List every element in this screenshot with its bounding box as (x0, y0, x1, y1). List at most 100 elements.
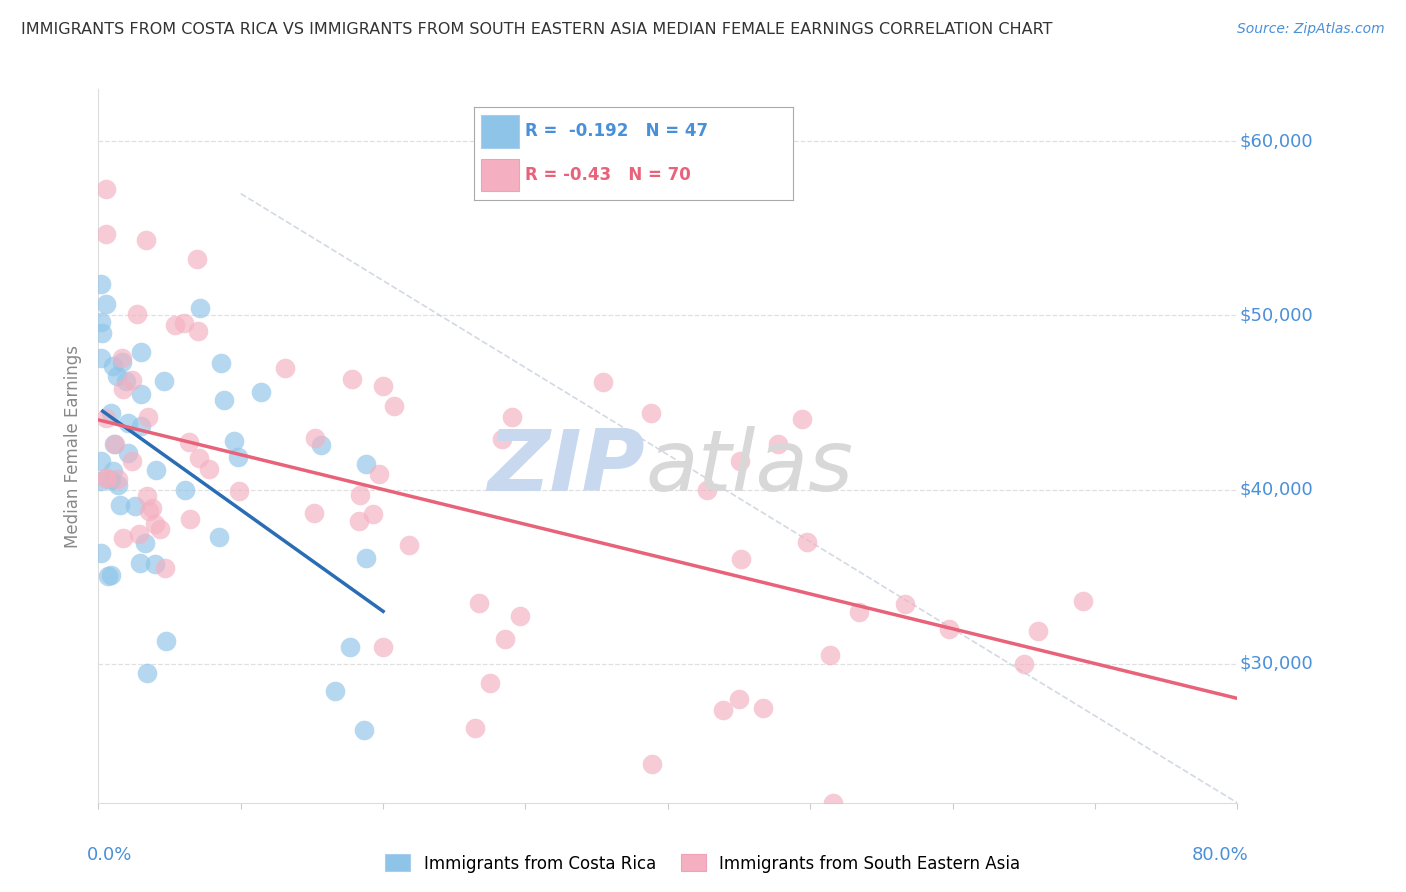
Point (592, 376, 614, 390)
Point (728, 691, 751, 706)
Point (125, 307, 148, 321)
Point (129, 386, 152, 401)
Text: 80.0%: 80.0% (1192, 846, 1249, 863)
Point (121, 373, 143, 387)
Point (728, 454, 751, 468)
Point (208, 530, 231, 544)
Point (100, 473, 122, 487)
Point (224, 434, 246, 449)
Point (141, 501, 163, 516)
Point (129, 556, 152, 570)
Point (138, 409, 160, 424)
Text: 0.0%: 0.0% (87, 846, 132, 863)
Point (752, 701, 775, 715)
Point (90, 475, 112, 489)
Point (155, 561, 177, 575)
Point (209, 356, 232, 370)
Point (371, 379, 394, 393)
Point (131, 345, 153, 359)
Point (467, 596, 489, 610)
Point (103, 437, 125, 451)
Point (105, 369, 128, 384)
Point (155, 634, 177, 648)
Point (464, 721, 486, 735)
Point (90, 277, 112, 291)
Point (104, 436, 127, 450)
Point (309, 438, 332, 452)
Point (1012, 657, 1035, 672)
Point (187, 451, 209, 466)
Point (349, 515, 371, 529)
Point (94, 471, 117, 485)
Point (354, 457, 377, 471)
Point (186, 252, 208, 266)
Point (398, 537, 420, 551)
Text: $50,000: $50,000 (1240, 307, 1313, 325)
Point (818, 648, 841, 662)
Point (94, 471, 117, 485)
Point (94, 227, 117, 241)
Point (90, 351, 112, 365)
Point (115, 374, 138, 388)
Legend: Immigrants from Costa Rica, Immigrants from South Eastern Asia: Immigrants from Costa Rica, Immigrants f… (378, 847, 1028, 880)
Point (138, 504, 160, 518)
Point (90, 546, 112, 560)
Point (796, 534, 818, 549)
Point (117, 417, 139, 431)
Text: $30,000: $30,000 (1240, 655, 1313, 673)
Point (304, 506, 326, 520)
Point (148, 522, 170, 536)
Point (821, 796, 844, 810)
Point (100, 405, 122, 419)
Point (101, 359, 124, 373)
Point (356, 550, 378, 565)
Point (894, 597, 917, 611)
Point (135, 489, 157, 503)
Point (641, 757, 664, 772)
Point (371, 640, 394, 655)
Point (117, 446, 139, 460)
Point (111, 351, 134, 366)
Point (1071, 593, 1094, 607)
Point (128, 527, 150, 541)
Text: IMMIGRANTS FROM COSTA RICA VS IMMIGRANTS FROM SOUTH EASTERN ASIA MEDIAN FEMALE E: IMMIGRANTS FROM COSTA RICA VS IMMIGRANTS… (21, 22, 1053, 37)
Point (111, 383, 134, 397)
Text: Source: ZipAtlas.com: Source: ZipAtlas.com (1237, 22, 1385, 37)
Point (509, 609, 531, 624)
Point (131, 419, 153, 434)
Point (107, 471, 129, 485)
Point (174, 483, 197, 497)
Y-axis label: Median Female Earnings: Median Female Earnings (65, 344, 83, 548)
Point (179, 512, 201, 526)
Point (361, 508, 384, 522)
Point (1028, 624, 1050, 638)
Point (134, 536, 156, 550)
Point (136, 666, 159, 681)
Point (101, 465, 124, 479)
Text: ZIP: ZIP (488, 425, 645, 509)
Point (177, 435, 200, 450)
Point (790, 411, 813, 425)
Point (228, 484, 250, 499)
Point (96, 297, 118, 311)
Point (491, 432, 513, 446)
Text: $40,000: $40,000 (1240, 481, 1313, 499)
Point (90, 454, 112, 468)
Point (198, 461, 221, 475)
Point (848, 606, 870, 620)
Point (145, 463, 167, 477)
Point (94, 410, 117, 425)
Point (696, 483, 718, 497)
Point (135, 233, 157, 247)
Point (228, 450, 250, 464)
Point (121, 453, 143, 467)
Point (152, 374, 174, 388)
Point (340, 372, 363, 386)
Point (250, 385, 273, 400)
Point (163, 318, 186, 333)
Point (94, 182, 117, 196)
Point (730, 551, 752, 566)
Point (111, 531, 134, 545)
Point (107, 478, 129, 492)
Point (90, 326, 112, 340)
